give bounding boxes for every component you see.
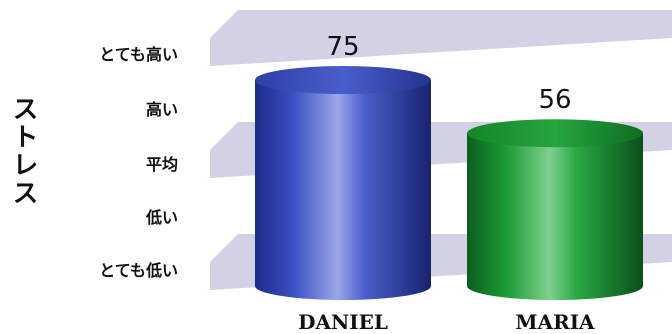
data-label: 75 bbox=[326, 32, 360, 62]
bar-maria bbox=[467, 119, 643, 300]
data-label: 56 bbox=[538, 85, 572, 116]
y-tick-label: とても高い bbox=[99, 45, 178, 64]
background-band bbox=[210, 10, 672, 66]
bar-body bbox=[467, 133, 643, 300]
bars bbox=[255, 66, 643, 300]
x-tick-label: MARIA bbox=[515, 310, 595, 334]
bar-daniel bbox=[255, 66, 431, 300]
bar-top bbox=[255, 66, 431, 94]
bar-top bbox=[467, 119, 643, 148]
y-tick-label: 高い bbox=[145, 100, 178, 119]
bar-body bbox=[255, 80, 431, 300]
y-axis-label: ストレス bbox=[8, 95, 38, 207]
y-tick-label: とても低い bbox=[99, 261, 178, 280]
y-tick-label: 低い bbox=[145, 208, 178, 227]
x-tick-label: DANIEL bbox=[298, 310, 388, 334]
y-tick-label: 平均 bbox=[145, 155, 178, 174]
